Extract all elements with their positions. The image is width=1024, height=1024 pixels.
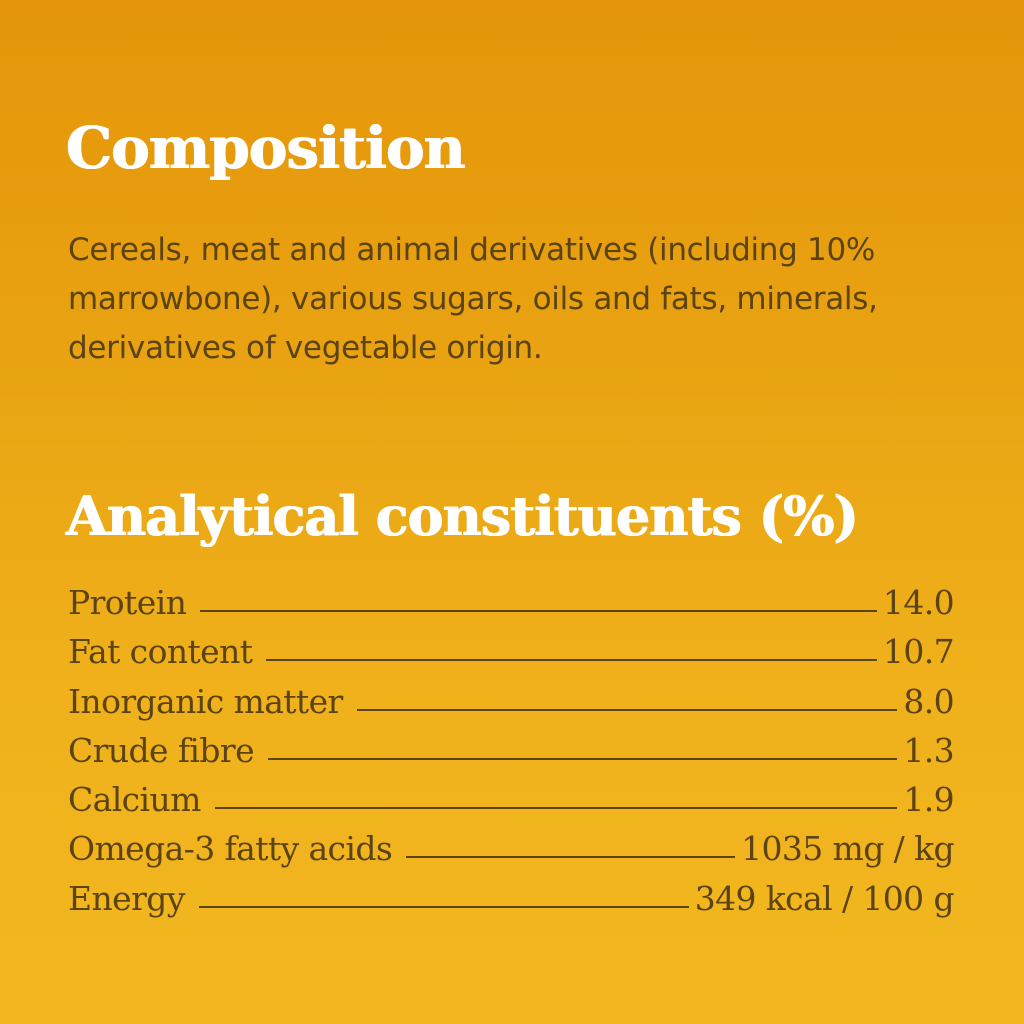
constituent-value: 349 kcal / 100 g (694, 878, 955, 918)
constituent-value: 1.3 (903, 730, 954, 770)
constituent-value: 1035 mg / kg (741, 829, 955, 869)
composition-heading: Composition (66, 114, 466, 182)
constituent-label: Omega-3 fatty acids (68, 829, 393, 869)
constituent-value: 10.7 (882, 632, 955, 672)
constituent-value: 14.0 (882, 583, 955, 622)
constituent-value: 8.0 (903, 681, 954, 721)
constituent-value: 1.9 (903, 780, 954, 820)
constituent-row-crude-fibre: Crude fibre 1.3 (68, 730, 955, 780)
leader-line (266, 659, 877, 662)
constituent-row-inorganic-matter: Inorganic matter 8.0 (68, 681, 955, 731)
leader-line (356, 708, 898, 711)
leader-line (198, 905, 689, 908)
constituent-row-fat-content: Fat content 10.7 (68, 632, 955, 681)
leader-line (406, 856, 736, 859)
constituent-label: Calcium (68, 780, 201, 820)
composition-text: Cereals, meat and animal derivatives (in… (68, 232, 878, 366)
constituent-row-protein: Protein 14.0 (68, 583, 955, 632)
constituent-label: Inorganic matter (68, 681, 343, 721)
analytical-constituents-list: Protein 14.0 Fat content 10.7 Inorganic … (68, 583, 955, 928)
constituent-label: Protein (68, 583, 187, 622)
leader-line (268, 757, 898, 760)
leader-line (200, 610, 877, 612)
constituent-label: Energy (68, 878, 185, 918)
leader-line (214, 807, 898, 810)
analytical-constituents-heading: Analytical constituents (%) (66, 484, 859, 548)
constituent-row-energy: Energy 349 kcal / 100 g (68, 878, 955, 928)
constituent-label: Fat content (68, 632, 253, 672)
constituent-row-calcium: Calcium 1.9 (68, 780, 955, 829)
constituent-label: Crude fibre (68, 730, 255, 770)
constituent-row-omega-3: Omega-3 fatty acids 1035 mg / kg (68, 829, 955, 878)
